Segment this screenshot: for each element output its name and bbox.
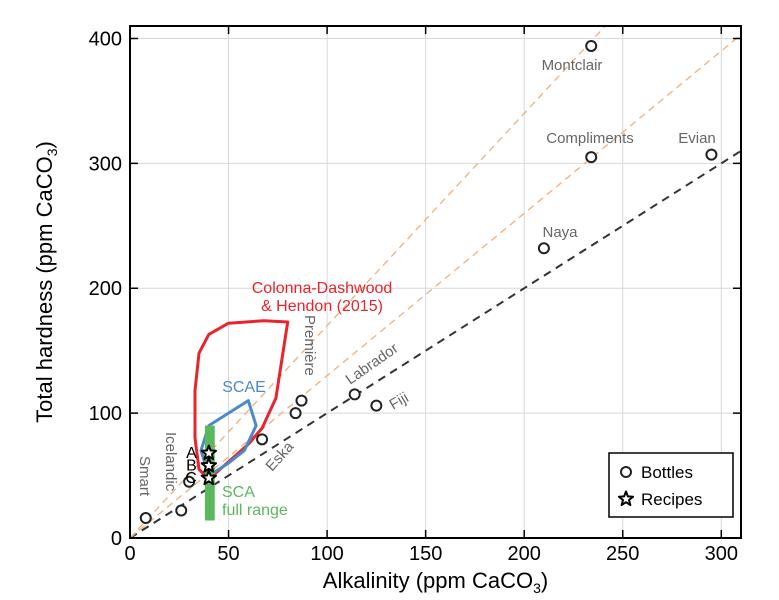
recipe-label-b: B xyxy=(186,458,197,475)
regions: Colonna-Dashwood & Hendon (2015) SCAE SCA fu… xyxy=(193,280,393,521)
x-axis-title-subscript: 3 xyxy=(533,580,541,596)
legend-label-bottles: Bottles xyxy=(641,463,693,482)
region-colonna-dashwood-hendon-2015-label-line-1: & Hendon (2015) xyxy=(261,298,383,315)
x-axis-title-end: ) xyxy=(541,568,548,593)
recipe-star-b xyxy=(200,457,217,473)
y-tick-label-400: 400 xyxy=(89,28,122,50)
bottle-point-smart xyxy=(139,512,152,525)
bottle-label-compliments: Compliments xyxy=(546,130,634,147)
bottle-label-eska: Eska xyxy=(262,438,297,475)
x-axis-title-main: Alkalinity (ppm CaCO xyxy=(323,568,533,593)
bottle-point-icelandic xyxy=(175,504,188,517)
y-tick-label-100: 100 xyxy=(89,403,122,425)
y-tick-label-300: 300 xyxy=(89,153,122,175)
bottle-label-fiji: Fiji xyxy=(387,389,412,413)
bottle-label-evian: Evian xyxy=(678,130,716,147)
x-tick-label-200: 200 xyxy=(508,543,541,565)
bottle-point-montclair xyxy=(585,39,598,52)
bottle-point-premi-re xyxy=(295,394,308,407)
y-tick-label-200: 200 xyxy=(89,278,122,300)
reference-lines xyxy=(130,26,741,538)
bottle-label-premi-re: Première xyxy=(301,315,318,376)
bottle-label-montclair: Montclair xyxy=(542,57,603,74)
bottle-point-compliments xyxy=(585,151,598,164)
bottle-point-labrador xyxy=(348,388,361,401)
legend-label-recipes: Recipes xyxy=(641,490,702,509)
region-sca-full-range-label-line-0: SCA xyxy=(222,484,255,501)
x-tick-label-150: 150 xyxy=(409,543,442,565)
bottle-point-evian xyxy=(705,148,718,161)
x-tick-label-250: 250 xyxy=(606,543,639,565)
axes: 0 50 100 150 200 250 300 0 100 200 300 400 Alkalinit… xyxy=(32,25,742,596)
x-tick-label-50: 50 xyxy=(217,543,239,565)
bottle-point-4 xyxy=(289,407,302,420)
recipe-label-c: C xyxy=(185,470,197,487)
bottle-point-eska xyxy=(256,433,269,446)
legend-marker-recipes xyxy=(617,490,635,507)
legend-box xyxy=(608,452,734,518)
reference-line-slope-1-7 xyxy=(130,26,607,538)
recipe-points: ABC xyxy=(185,444,217,487)
bottle-point-naya xyxy=(537,242,550,255)
region-colonna-dashwood-hendon-2015-label-line-0: Colonna-Dashwood xyxy=(252,280,393,297)
recipe-star-a xyxy=(200,444,217,461)
bottle-point-2 xyxy=(183,475,196,488)
region-scae-label-line-0: SCAE xyxy=(222,379,266,396)
bottle-label-smart: Smart xyxy=(136,456,153,497)
region-sca-full-range-label: SCA full range xyxy=(222,484,288,519)
region-colonna-dashwood-hendon-2015-outline xyxy=(193,319,290,481)
x-axis-title: Alkalinity (ppm CaCO3) xyxy=(323,568,548,596)
y-axis-title-main: Total hardness (ppm CaCO xyxy=(32,156,57,423)
bottle-label-icelandic: Icelandic xyxy=(162,432,179,492)
bottle-label-naya: Naya xyxy=(542,224,578,241)
y-axis-title: Total hardness (ppm CaCO3) xyxy=(32,141,60,423)
x-tick-label-300: 300 xyxy=(705,543,738,565)
legend: Bottles Recipes xyxy=(608,452,734,518)
y-axis-title-end: ) xyxy=(32,141,57,148)
region-sca-full-range-label-line-1: full range xyxy=(222,502,288,519)
y-axis-title-subscript: 3 xyxy=(44,148,60,156)
bottle-point-fiji xyxy=(370,399,383,412)
region-scae-label: SCAE xyxy=(222,379,266,396)
bottle-label-labrador: Labrador xyxy=(343,340,402,388)
recipe-label-a: A xyxy=(186,445,197,462)
y-tick-label-0: 0 xyxy=(111,528,122,550)
reference-line-slope-1 xyxy=(130,150,741,538)
plot-frame xyxy=(129,25,742,539)
legend-marker-bottles xyxy=(620,466,632,478)
x-tick-label-0: 0 xyxy=(124,543,135,565)
region-colonna-dashwood-hendon-2015-label: Colonna-Dashwood & Hendon (2015) xyxy=(252,280,393,315)
region-scae-outline xyxy=(199,399,258,478)
recipe-star-c xyxy=(200,469,217,486)
grid xyxy=(129,26,741,539)
x-tick-label-100: 100 xyxy=(310,543,343,565)
